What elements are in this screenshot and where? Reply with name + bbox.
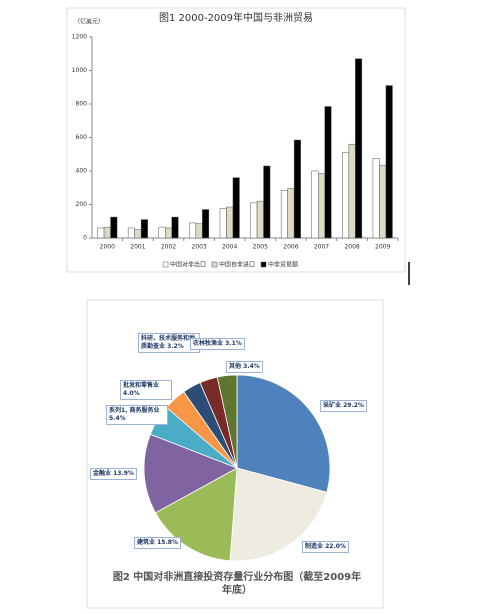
bar bbox=[134, 229, 142, 239]
bar bbox=[324, 106, 332, 239]
bar bbox=[348, 143, 356, 239]
bar bbox=[250, 202, 258, 239]
slice-category: 金融业 bbox=[93, 470, 112, 477]
legend-swatch bbox=[260, 261, 267, 268]
slice-value: 3.1% bbox=[225, 340, 242, 347]
bar bbox=[195, 223, 203, 239]
bar bbox=[232, 177, 240, 239]
slice-category: 批发和零售业 bbox=[123, 382, 160, 389]
bar bbox=[165, 227, 172, 239]
slice-value: 22.0% bbox=[325, 543, 346, 550]
y-tick-label: 1000 bbox=[72, 67, 87, 74]
y-tick-label: 0 bbox=[83, 235, 87, 242]
slice-value: 29.2% bbox=[343, 402, 364, 409]
slice-value: 3.4% bbox=[243, 363, 260, 370]
slice-value: 4.0% bbox=[123, 390, 140, 397]
bar bbox=[140, 219, 148, 239]
legend-label: 中国自非进口 bbox=[219, 261, 255, 269]
x-tick-label: 2006 bbox=[283, 244, 298, 251]
x-tick-label: 2005 bbox=[253, 244, 268, 251]
x-tick-label: 2004 bbox=[222, 244, 237, 251]
bar bbox=[189, 222, 197, 239]
bar bbox=[372, 158, 380, 239]
bar bbox=[256, 200, 264, 239]
slice-category: 其他 bbox=[229, 363, 242, 370]
pie-slice bbox=[236, 374, 331, 493]
y-tick-label: 600 bbox=[76, 134, 88, 141]
chart2-frame bbox=[86, 299, 384, 609]
y-axis-label: （亿美元） bbox=[74, 18, 104, 26]
x-tick-label: 2001 bbox=[130, 244, 145, 251]
bar bbox=[103, 226, 111, 239]
bar bbox=[158, 226, 166, 239]
bar bbox=[293, 139, 301, 239]
bar bbox=[355, 58, 363, 239]
bar bbox=[318, 173, 325, 239]
legend-swatch bbox=[162, 261, 169, 268]
slice-label: 金融业 13.9% bbox=[90, 468, 137, 480]
bar bbox=[110, 216, 118, 239]
x-tick-label: 2007 bbox=[314, 244, 329, 251]
y-tick-label: 400 bbox=[76, 168, 88, 175]
legend-label: 中国对非出口 bbox=[170, 261, 206, 269]
slice-category: 建筑业 bbox=[137, 539, 156, 546]
slice-category: 农林牧渔业 bbox=[193, 340, 224, 347]
slice-label: 农林牧渔业 3.1% bbox=[190, 338, 245, 350]
bar bbox=[97, 227, 105, 239]
bar bbox=[280, 190, 288, 239]
slice-label: 采矿业 29.2% bbox=[320, 400, 367, 412]
bar bbox=[342, 152, 350, 239]
slice-value: 3.2% bbox=[167, 343, 184, 350]
slice-value: 5.4% bbox=[109, 415, 126, 422]
slice-label: 批发和零售业 4.0% bbox=[120, 380, 172, 400]
slice-value: 15.8% bbox=[157, 539, 178, 546]
pie-slice bbox=[143, 433, 238, 514]
bar bbox=[311, 170, 319, 239]
bar bbox=[202, 209, 210, 239]
x-tick-label: 2000 bbox=[100, 244, 115, 251]
chart-title: 图1 2000-2009年中国与非洲贸易 bbox=[159, 11, 313, 24]
bar bbox=[385, 85, 393, 239]
slice-category: 系列1, 商务服务业 bbox=[109, 407, 160, 414]
bar bbox=[263, 165, 271, 239]
pie-slice bbox=[216, 374, 238, 469]
y-tick-label: 200 bbox=[76, 201, 88, 208]
bar bbox=[127, 227, 135, 239]
x-tick-label: 2003 bbox=[191, 244, 206, 251]
x-tick-label: 2002 bbox=[161, 244, 176, 251]
x-tick-label: 2008 bbox=[344, 244, 359, 251]
y-tick-label: 800 bbox=[76, 101, 88, 108]
bar bbox=[287, 188, 295, 239]
bar bbox=[226, 206, 234, 239]
bar bbox=[379, 164, 387, 239]
slice-value: 13.9% bbox=[113, 470, 134, 477]
legend-label: 中非贸易额 bbox=[268, 261, 298, 269]
slice-label: 制造业 22.0% bbox=[302, 541, 349, 553]
slice-category: 制造业 bbox=[305, 543, 324, 550]
pie-slice bbox=[229, 467, 328, 562]
y-tick-label: 1200 bbox=[72, 34, 87, 41]
x-tick-label: 2009 bbox=[375, 244, 390, 251]
bar bbox=[219, 208, 227, 239]
slice-label: 系列1, 商务服务业 5.4% bbox=[106, 405, 168, 425]
slice-label: 科研、技术服务和地质勘查业 3.2% bbox=[138, 333, 200, 353]
legend-swatch bbox=[211, 261, 218, 268]
chart-title: 图2 中国对非洲直接投资存量行业分布图（截至2009年年底） bbox=[112, 572, 362, 596]
slice-label: 其他 3.4% bbox=[226, 361, 263, 373]
slice-category: 科研、技术服务和地质勘查业 bbox=[141, 335, 196, 350]
bar bbox=[171, 216, 179, 239]
slice-category: 采矿业 bbox=[323, 402, 342, 409]
slice-label: 建筑业 15.8% bbox=[134, 537, 181, 549]
chart1-frame bbox=[66, 7, 406, 273]
